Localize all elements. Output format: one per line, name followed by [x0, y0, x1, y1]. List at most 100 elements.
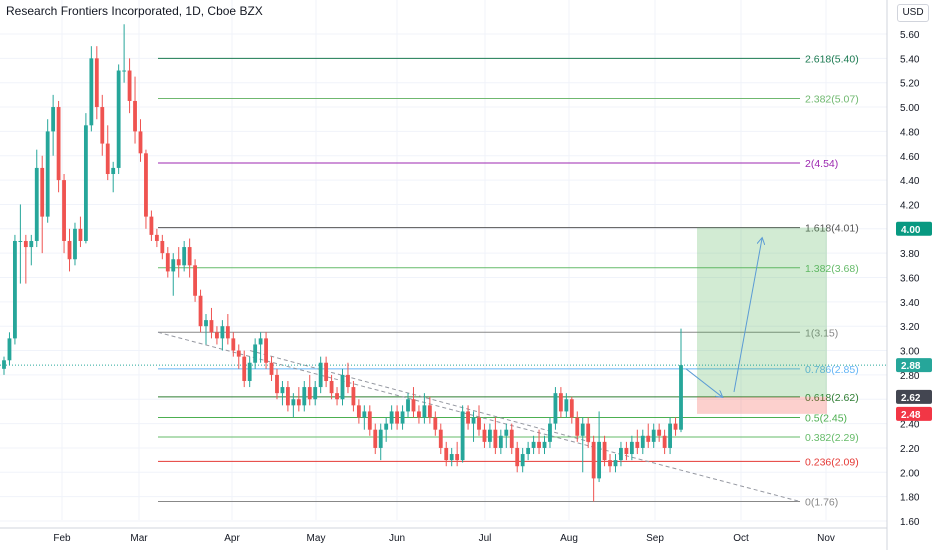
- candle-body: [253, 344, 258, 363]
- position-zones: [697, 227, 827, 414]
- fib-level-label: 2(4.54): [805, 158, 838, 170]
- y-tick-label: 4.20: [900, 200, 920, 211]
- y-tick-label: 3.20: [900, 322, 920, 333]
- x-tick-label: May: [307, 533, 326, 544]
- candle-body: [406, 399, 410, 412]
- candle-body: [586, 423, 591, 442]
- candle-body: [280, 387, 285, 394]
- candle-body: [154, 234, 159, 241]
- candle-body: [209, 320, 214, 333]
- candle-body: [138, 131, 143, 154]
- fib-level-label: 0.5(2.45): [805, 413, 847, 425]
- candle-body: [378, 429, 383, 448]
- candle-body: [40, 167, 45, 217]
- candle-body: [466, 411, 470, 424]
- price-label-text: 2.48: [901, 410, 921, 421]
- candle-body: [427, 405, 432, 418]
- fib-level-label: 0.382(2.29): [805, 432, 859, 444]
- candle-body: [346, 374, 350, 388]
- candle-body: [493, 429, 498, 448]
- candle-body: [231, 338, 236, 351]
- candle-body: [635, 441, 640, 448]
- candle-body: [509, 429, 514, 448]
- candle-body: [411, 399, 416, 412]
- candle-body: [569, 399, 574, 418]
- x-tick-label: Aug: [560, 533, 578, 544]
- y-tick-label: 4.60: [900, 152, 920, 163]
- candle-body: [395, 411, 400, 424]
- candle-body: [236, 350, 241, 357]
- candle-body: [187, 247, 192, 266]
- candle-body: [18, 240, 23, 242]
- candle-body: [165, 253, 170, 272]
- candle-body: [116, 70, 121, 168]
- candle-body: [526, 447, 531, 455]
- time-axis[interactable]: Feb Mar Apr May Jun Jul Aug Sep Oct Nov: [0, 527, 887, 544]
- candle-body: [629, 441, 634, 455]
- candle-body: [668, 423, 672, 448]
- candle-body: [444, 447, 449, 461]
- candle-body: [646, 435, 651, 442]
- candle-body: [78, 228, 83, 241]
- candle-body: [318, 362, 323, 388]
- candle-body: [433, 417, 438, 430]
- y-tick-label: 4.80: [900, 127, 920, 138]
- candle-body: [215, 332, 219, 339]
- candle-body: [94, 58, 99, 108]
- candle-body: [7, 338, 12, 361]
- candle-body: [335, 393, 339, 400]
- candle-body: [558, 393, 563, 412]
- fib-level-label: 1.618(4.01): [805, 223, 859, 235]
- candle-body: [564, 399, 569, 412]
- fib-level-label: 0.618(2.62): [805, 392, 859, 404]
- candle-body: [537, 441, 541, 448]
- candle-body: [2, 360, 6, 369]
- candle-body: [417, 411, 421, 418]
- candle-body: [613, 460, 618, 467]
- candle-body: [45, 131, 50, 217]
- currency-badge[interactable]: USD: [897, 4, 929, 22]
- candle-body: [608, 460, 612, 467]
- candle-body: [400, 411, 405, 424]
- candle-body: [100, 107, 105, 144]
- fib-levels: 2.618(5.40) 2.382(5.07) 2(4.54) 1.618(4.01)…: [158, 53, 859, 509]
- candle-body: [340, 374, 345, 400]
- chart-title: Research Frontiers Incorporated, 1D, Cbo…: [6, 4, 263, 18]
- pullback-arrow: [685, 368, 722, 397]
- candle-body: [504, 429, 509, 436]
- y-tick-label: 5.40: [900, 54, 920, 65]
- candle-body: [482, 429, 487, 442]
- candle-body: [542, 441, 547, 448]
- fib-level-label: 2.382(5.07): [805, 94, 859, 106]
- price-label-box: [896, 221, 932, 236]
- y-tick-label: 3.60: [900, 274, 920, 285]
- candle-body: [619, 447, 623, 461]
- candle-body: [291, 399, 296, 406]
- candle-body: [471, 417, 476, 424]
- candle-body: [89, 58, 94, 126]
- candle-body: [657, 429, 662, 436]
- candle-body: [285, 387, 290, 406]
- candle-body: [220, 326, 225, 339]
- candle-body: [662, 435, 667, 448]
- candle-body: [548, 423, 552, 442]
- x-tick-label: Feb: [53, 533, 71, 544]
- fib-level-label: 2.618(5.40): [805, 53, 859, 65]
- candle-body: [296, 399, 301, 406]
- candle-body: [127, 70, 132, 101]
- candle-body: [83, 125, 88, 241]
- candle-body: [580, 423, 585, 436]
- candle-body: [362, 411, 367, 418]
- candle-body: [242, 356, 247, 381]
- candle-body: [111, 167, 116, 175]
- candle-body: [204, 320, 208, 327]
- candle-body: [384, 423, 389, 430]
- candle-body: [624, 447, 629, 455]
- price-labels: 4.00 2.88 2.62 2.48: [896, 221, 932, 421]
- price-label-text: 2.88: [901, 361, 921, 372]
- candle-body: [531, 441, 536, 448]
- price-label-text: 2.62: [901, 393, 921, 404]
- candle-body: [389, 411, 394, 424]
- fib-level-label: 0.786(2.85): [805, 364, 859, 376]
